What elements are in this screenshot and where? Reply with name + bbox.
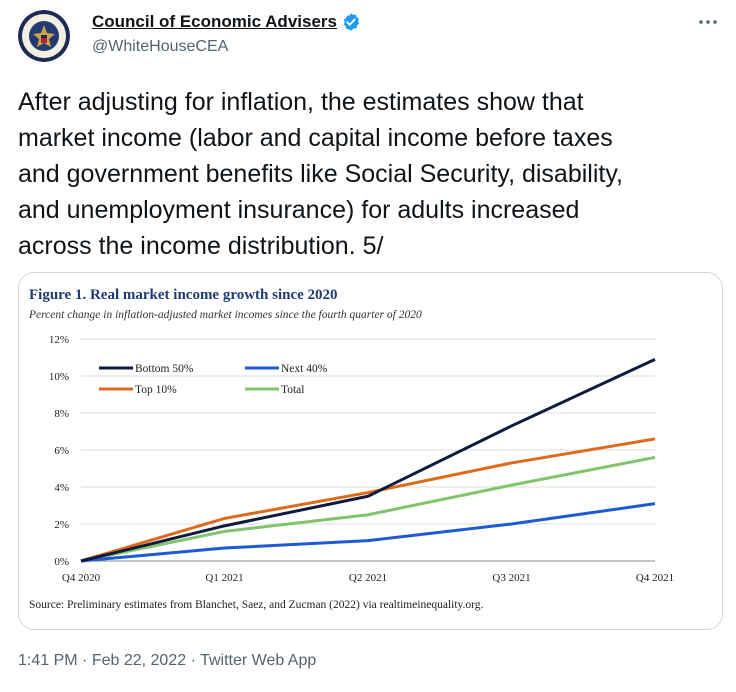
grid: [81, 338, 655, 562]
y-axis-ticks: 0% 2% 4% 6% 8% 10% 12%: [49, 334, 69, 568]
tweet-time[interactable]: 1:41 PM: [18, 652, 78, 669]
series-lines: [80, 357, 656, 563]
tweet-date[interactable]: Feb 22, 2022: [91, 652, 187, 669]
chart-subtitle: Percent change in inflation-adjusted mar…: [28, 309, 422, 321]
x-tick-label: Q4 2021: [636, 572, 674, 584]
legend-item: Top 10%: [99, 384, 177, 396]
handle[interactable]: @WhiteHouseCEA: [92, 38, 229, 55]
chart-title: Figure 1. Real market income growth sinc…: [29, 287, 338, 303]
display-name[interactable]: Council of Economic Advisers: [92, 12, 337, 31]
y-tick-label: 4%: [54, 482, 69, 494]
y-tick-label: 0%: [54, 556, 69, 568]
x-tick-label: Q4 2020: [62, 572, 101, 584]
verified-badge-icon: [343, 13, 360, 31]
y-tick-label: 12%: [49, 334, 69, 346]
y-tick-label: 8%: [54, 408, 69, 420]
legend-label: Bottom 50%: [135, 363, 194, 375]
line-chart: Figure 1. Real market income growth sinc…: [28, 287, 674, 611]
tweet-client[interactable]: Twitter Web App: [200, 652, 317, 669]
x-axis-ticks: Q4 2020 Q1 2021 Q2 2021 Q3 2021 Q4 2021: [62, 572, 674, 584]
legend-item: Next 40%: [245, 363, 328, 375]
series-line-next-40: [80, 502, 656, 563]
x-tick-label: Q3 2021: [492, 572, 530, 584]
y-tick-label: 10%: [49, 371, 69, 383]
author: Council of Economic Advisers @WhiteHouse…: [92, 12, 361, 56]
legend-label: Next 40%: [281, 363, 328, 375]
series-line-bottom-50: [80, 357, 656, 563]
avatar[interactable]: [18, 10, 70, 62]
chart-source: Source: Preliminary estimates from Blanc…: [29, 599, 484, 611]
separator: ·: [82, 652, 88, 669]
legend-item: Bottom 50%: [99, 363, 194, 375]
legend-label: Total: [281, 384, 304, 396]
tweet-text: After adjusting for inflation, the estim…: [18, 88, 623, 260]
x-tick-label: Q2 2021: [349, 572, 387, 584]
separator: ·: [190, 652, 196, 669]
legend: Bottom 50% Next 40% Top 10% Total: [99, 363, 328, 396]
legend-label: Top 10%: [135, 384, 177, 396]
y-tick-label: 6%: [54, 445, 69, 457]
presidential-seal-icon: [18, 10, 70, 62]
y-tick-label: 2%: [54, 519, 69, 531]
legend-item: Total: [245, 384, 304, 396]
chart-image[interactable]: Figure 1. Real market income growth sinc…: [18, 272, 723, 630]
x-tick-label: Q1 2021: [205, 572, 243, 584]
name-row: Council of Economic Advisers: [92, 12, 361, 32]
tweet-meta: 1:41 PM · Feb 22, 2022 · Twitter Web App: [18, 652, 316, 670]
series-line-top-10: [80, 437, 656, 563]
series-line-total: [80, 455, 656, 563]
more-dots-icon[interactable]: [696, 12, 720, 32]
